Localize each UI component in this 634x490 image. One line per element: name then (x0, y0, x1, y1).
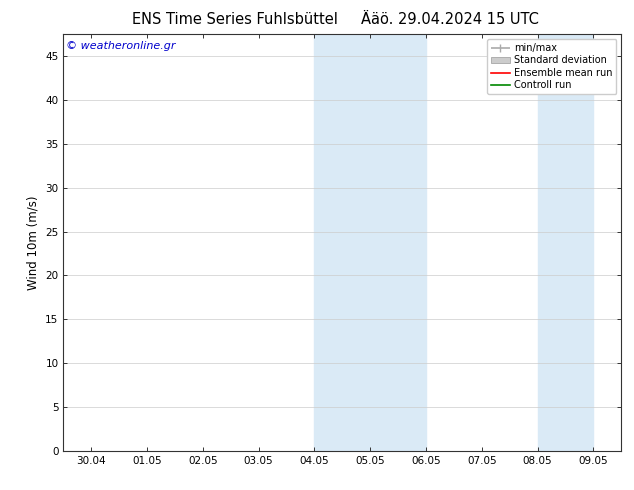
Legend: min/max, Standard deviation, Ensemble mean run, Controll run: min/max, Standard deviation, Ensemble me… (487, 39, 616, 94)
Text: Ääö. 29.04.2024 15 UTC: Ääö. 29.04.2024 15 UTC (361, 12, 539, 27)
Bar (538, 34, 593, 451)
Bar (370, 34, 426, 451)
Text: © weatheronline.gr: © weatheronline.gr (66, 41, 176, 50)
Y-axis label: Wind 10m (m/s): Wind 10m (m/s) (27, 196, 40, 290)
Bar (314, 34, 370, 451)
Text: ENS Time Series Fuhlsbüttel: ENS Time Series Fuhlsbüttel (132, 12, 337, 27)
